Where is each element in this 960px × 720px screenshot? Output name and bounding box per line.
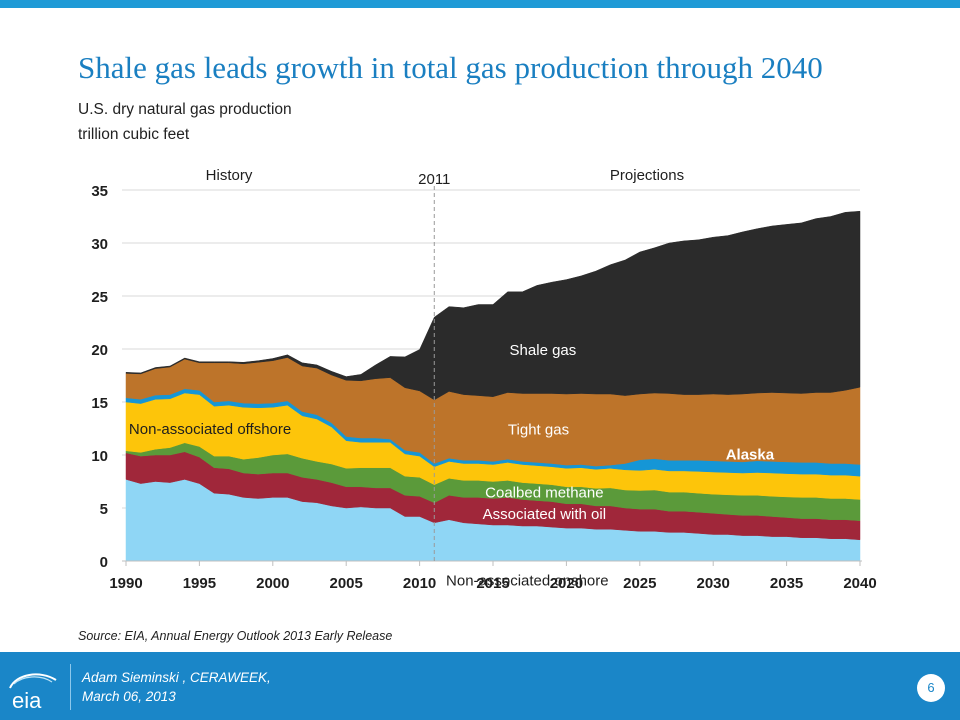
series-label-shale-gas: Shale gas [510, 342, 577, 359]
top-accent-bar [0, 0, 960, 8]
chart-areas [125, 210, 861, 562]
source-note: Source: EIA, Annual Energy Outlook 2013 … [78, 629, 393, 643]
x-tick-label: 2010 [403, 575, 436, 592]
x-tick-label: 2005 [330, 575, 363, 592]
chart-unit-label: trillion cubic feet [78, 126, 190, 143]
x-tick-label: 2015 [476, 575, 509, 592]
series-label-coalbed-methane: Coalbed methane [485, 485, 603, 502]
y-tick-label: 0 [100, 554, 108, 571]
footer-date: March 06, 2013 [82, 689, 176, 704]
series-label-alaska: Alaska [726, 446, 775, 463]
y-tick-label: 15 [91, 395, 108, 412]
y-tick-label: 5 [100, 501, 108, 518]
footer-bar: eia Adam Sieminski , CERAWEEK, March 06,… [0, 652, 960, 720]
page-number: 6 [917, 674, 945, 702]
footer-presenter: Adam Sieminski , CERAWEEK, [82, 670, 271, 685]
footer-divider [70, 664, 71, 710]
series-label-non-associated-offshore: Non-associated offshore [129, 421, 291, 438]
x-tick-label: 1990 [109, 575, 142, 592]
y-tick-label: 20 [91, 342, 108, 359]
eia-logo: eia [9, 673, 57, 712]
projections-label: Projections [610, 167, 684, 184]
x-tick-label: 2020 [550, 575, 583, 592]
series-label-tight-gas: Tight gas [508, 421, 569, 438]
y-tick-label: 35 [91, 183, 108, 200]
y-tick-label: 25 [91, 289, 108, 306]
area-shale-gas [125, 210, 861, 401]
chart-labels: 2011 History Projections Non-associated ons… [129, 167, 775, 590]
logo-text: eia [12, 688, 42, 712]
x-tick-label: 2025 [623, 575, 656, 592]
divider-year-label: 2011 [418, 171, 450, 188]
x-tick-label: 2035 [770, 575, 803, 592]
x-tick-label: 2040 [843, 575, 876, 592]
y-tick-label: 30 [91, 236, 108, 253]
series-label-associated-with-oil: Associated with oil [483, 506, 606, 523]
chart-subtitle: U.S. dry natural gas production [78, 101, 292, 118]
x-tick-label: 2000 [256, 575, 289, 592]
x-tick-label: 1995 [183, 575, 216, 592]
series-label-non-associated-onshore: Non-associated onshore [446, 573, 609, 590]
history-label: History [206, 167, 253, 184]
y-tick-label: 10 [91, 448, 108, 465]
x-tick-label: 2030 [697, 575, 730, 592]
slide-title: Shale gas leads growth in total gas prod… [78, 50, 823, 85]
